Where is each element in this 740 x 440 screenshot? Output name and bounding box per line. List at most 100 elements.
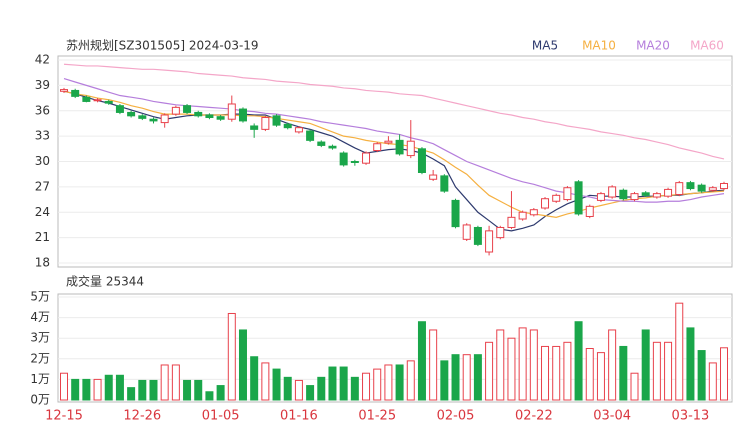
- volume-bar: [104, 374, 113, 401]
- candle-body: [93, 99, 102, 102]
- candle-body: [328, 145, 337, 149]
- volume-bar: [306, 385, 315, 401]
- volume-bar: [507, 337, 516, 401]
- volume-bar: [664, 341, 673, 401]
- volume-bar: [272, 368, 281, 401]
- candle-body: [138, 115, 147, 119]
- x-tick-label: 02-05: [437, 409, 475, 424]
- ma-line: [63, 78, 725, 203]
- volume-bar: [440, 360, 449, 401]
- x-tick-label: 12-26: [123, 409, 161, 424]
- volume-bar: [574, 321, 583, 401]
- candle-body: [373, 143, 382, 152]
- volume-bar: [451, 354, 460, 401]
- volume-bar: [138, 379, 147, 401]
- candle-body: [574, 181, 583, 215]
- legend-entry: MA60: [690, 39, 724, 53]
- y-tick-label: 18: [35, 256, 50, 270]
- volume-bar: [373, 368, 382, 401]
- y-tick-label: 39: [35, 78, 50, 92]
- candle-body: [552, 194, 561, 202]
- volume-bar: [250, 356, 259, 401]
- x-tick-label: 01-25: [358, 409, 396, 424]
- volume-bar: [82, 378, 91, 401]
- candle-body: [149, 118, 158, 122]
- candle-body: [306, 130, 315, 141]
- candle-body: [585, 205, 594, 217]
- candle-body: [71, 89, 80, 97]
- candle-body: [183, 105, 192, 113]
- volume-bar: [171, 364, 180, 401]
- volume-bar: [708, 362, 717, 401]
- y-tick-label: 1万: [30, 372, 50, 386]
- volume-bar: [417, 321, 426, 401]
- candle-body: [596, 193, 605, 201]
- volume-bar: [529, 329, 538, 401]
- volume-bar: [294, 379, 303, 401]
- y-tick-label: 4万: [30, 310, 50, 324]
- volume-bar: [496, 329, 505, 401]
- candle-body: [462, 224, 471, 240]
- candle-body: [541, 198, 550, 209]
- ma-line: [63, 63, 725, 160]
- candle-body: [127, 111, 136, 117]
- volume-bar: [194, 379, 203, 401]
- x-tick-label: 12-15: [45, 409, 83, 424]
- y-tick-label: 3万: [30, 331, 50, 345]
- candle-body: [417, 148, 426, 173]
- y-tick-label: 5万: [30, 290, 50, 304]
- volume-frame: [57, 293, 733, 403]
- candle-body: [485, 230, 494, 253]
- y-tick-label: 24: [35, 205, 50, 219]
- candle-body: [250, 125, 259, 130]
- candle-body: [686, 182, 695, 190]
- volume-bar: [429, 329, 438, 401]
- volume-bar: [205, 391, 214, 401]
- candle-body: [216, 116, 225, 120]
- volume-bar: [608, 329, 617, 401]
- y-tick-label: 42: [35, 53, 50, 67]
- volume-bar: [127, 387, 136, 401]
- volume-bar: [115, 374, 124, 401]
- y-tick-label: 33: [35, 129, 50, 143]
- candle-body: [630, 193, 639, 201]
- volume-bar: [283, 376, 292, 401]
- volume-bar: [720, 347, 728, 401]
- volume-bar: [183, 379, 192, 401]
- volume-bar: [596, 352, 605, 401]
- candle-body: [641, 192, 650, 196]
- candle-body: [227, 103, 236, 120]
- candle-body: [507, 216, 516, 228]
- candle-body: [194, 111, 203, 117]
- candle-body: [429, 174, 438, 180]
- candle-body: [171, 106, 180, 115]
- candle-body: [350, 161, 359, 163]
- candle-body: [205, 114, 214, 119]
- chart-title: 苏州规划[SZ301505] 2024-03-19: [66, 38, 259, 53]
- volume-bar: [93, 378, 102, 401]
- candle-body: [608, 186, 617, 198]
- volume-bar: [384, 364, 393, 401]
- candle-body: [619, 189, 628, 200]
- candle-body: [384, 140, 393, 144]
- x-tick-label: 01-16: [280, 409, 318, 424]
- candle-body: [82, 96, 91, 102]
- volume-bar: [485, 341, 494, 401]
- volume-bar: [406, 360, 415, 401]
- candle-body: [664, 188, 673, 197]
- x-tick-label: 03-13: [672, 409, 710, 424]
- volume-bar: [619, 345, 628, 401]
- volume-bar: [238, 329, 247, 401]
- candle-body: [283, 123, 292, 129]
- volume-bar: [362, 372, 371, 401]
- volume-bar: [328, 366, 337, 401]
- volume-bar: [652, 341, 661, 401]
- volume-bar: [462, 354, 471, 401]
- volume-bar: [518, 327, 527, 401]
- candle-body: [518, 211, 527, 220]
- volume-bar: [227, 312, 236, 401]
- candle-body: [496, 226, 505, 239]
- candle-body: [60, 89, 68, 92]
- candle-body: [652, 193, 661, 198]
